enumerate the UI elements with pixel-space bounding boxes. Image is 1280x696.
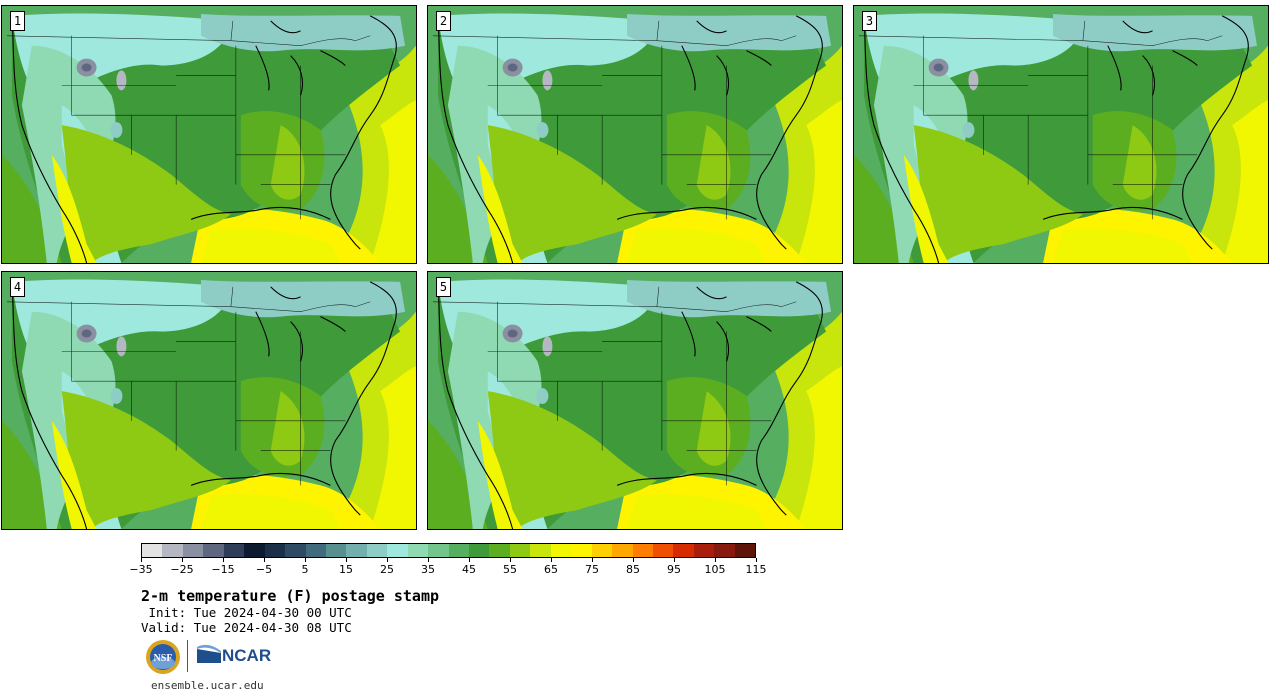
colorbar-tick-label: −15 <box>211 563 235 576</box>
colorbar-tick-mark <box>592 558 593 562</box>
colorbar-swatch <box>366 544 388 557</box>
colorbar-tick-label: 5 <box>301 563 309 576</box>
colorbar-swatch <box>469 544 490 557</box>
colorbar-swatch <box>673 544 694 557</box>
colorbar-tick-label: 105 <box>704 563 726 576</box>
ncar-logo-text: NCAR <box>222 646 272 665</box>
colorbar-swatch <box>448 544 469 557</box>
colorbar-swatch <box>428 544 449 557</box>
colorbar-tick-mark <box>428 558 429 562</box>
colorbar-swatch <box>591 544 613 557</box>
colorbar-swatch <box>203 544 224 557</box>
colorbar-swatch <box>264 544 286 557</box>
colorbar-tick-mark <box>469 558 470 562</box>
init-time: Init: Tue 2024-04-30 00 UTC <box>141 605 352 620</box>
colorbar-swatch <box>325 544 347 557</box>
colorbar-tick-mark <box>674 558 675 562</box>
colorbar-tick-label: 95 <box>667 563 681 576</box>
valid-time: Valid: Tue 2024-04-30 08 UTC <box>141 620 352 635</box>
map-panel: 2 <box>427 5 843 264</box>
map-panel: 1 <box>1 5 417 264</box>
colorbar-tick-mark <box>223 558 224 562</box>
colorbar-swatch <box>387 544 408 557</box>
colorbar-swatch <box>734 544 756 557</box>
colorbar-tick-label: −5 <box>255 563 273 576</box>
colorbar-swatch <box>489 544 510 557</box>
colorbar-tick-mark <box>756 558 757 562</box>
site-url: ensemble.ucar.edu <box>151 679 264 692</box>
colorbar-tick-label: 115 <box>745 563 767 576</box>
panel-number-badge: 2 <box>436 11 451 31</box>
colorbar-tick-label: 25 <box>380 563 394 576</box>
colorbar-swatch <box>162 544 183 557</box>
colorbar-tick-mark <box>510 558 511 562</box>
colorbar-swatch <box>244 544 265 557</box>
colorbar-tick-mark <box>346 558 347 562</box>
nsf-logo-text: NSF <box>154 653 173 664</box>
colorbar-tick-mark <box>387 558 388 562</box>
colorbar-tick-label: 45 <box>462 563 476 576</box>
colorbar-swatch <box>285 544 306 557</box>
colorbar-tick-mark <box>305 558 306 562</box>
colorbar-swatch <box>632 544 653 557</box>
temperature-map <box>428 272 842 529</box>
colorbar-tick-label: 55 <box>503 563 517 576</box>
colorbar-tick-label: 75 <box>585 563 599 576</box>
colorbar-tick-mark <box>715 558 716 562</box>
map-panel: 4 <box>1 271 417 530</box>
colorbar-swatch <box>550 544 572 557</box>
colorbar-swatch <box>142 544 163 557</box>
colorbar-tick-mark <box>633 558 634 562</box>
colorbar-tick-mark <box>551 558 552 562</box>
colorbar-swatch <box>714 544 735 557</box>
colorbar-tick-label: 85 <box>626 563 640 576</box>
colorbar-tick-label: 65 <box>544 563 558 576</box>
ncar-logo-icon <box>197 644 221 663</box>
colorbar-swatch <box>407 544 429 557</box>
panel-number-badge: 3 <box>862 11 877 31</box>
colorbar-tick-mark <box>264 558 265 562</box>
panel-number-badge: 5 <box>436 277 451 297</box>
colorbar-swatch <box>223 544 245 557</box>
colorbar-swatch <box>509 544 531 557</box>
colorbar-tick-mark <box>141 558 142 562</box>
colorbar-tick-label: 15 <box>339 563 353 576</box>
colorbar-swatch <box>305 544 326 557</box>
colorbar-swatch <box>652 544 674 557</box>
colorbar-swatch <box>693 544 715 557</box>
colorbar-tick-mark <box>182 558 183 562</box>
colorbar-tick-label: −25 <box>170 563 194 576</box>
colorbar-swatch <box>571 544 592 557</box>
map-panel: 5 <box>427 271 843 530</box>
colorbar-tick-label: 35 <box>421 563 435 576</box>
figure-title: 2-m temperature (F) postage stamp <box>141 587 440 605</box>
nsf-logo-icon: NSF <box>146 640 180 674</box>
temperature-map <box>2 272 416 529</box>
panel-number-badge: 4 <box>10 277 25 297</box>
panel-number-badge: 1 <box>10 11 25 31</box>
colorbar-swatch <box>530 544 551 557</box>
temperature-colorbar <box>141 543 756 558</box>
colorbar-tick-label: −35 <box>129 563 153 576</box>
logo-separator <box>187 640 188 672</box>
map-panel: 3 <box>853 5 1269 264</box>
temperature-map <box>854 6 1268 263</box>
colorbar-swatch <box>346 544 367 557</box>
colorbar-swatch <box>612 544 633 557</box>
temperature-map <box>428 6 842 263</box>
colorbar-swatch <box>182 544 204 557</box>
temperature-map <box>2 6 416 263</box>
colorbar-ticks: −35 −25 −15 −5 5 15 25 35 45 55 65 75 85 95 105 115 <box>129 558 767 580</box>
